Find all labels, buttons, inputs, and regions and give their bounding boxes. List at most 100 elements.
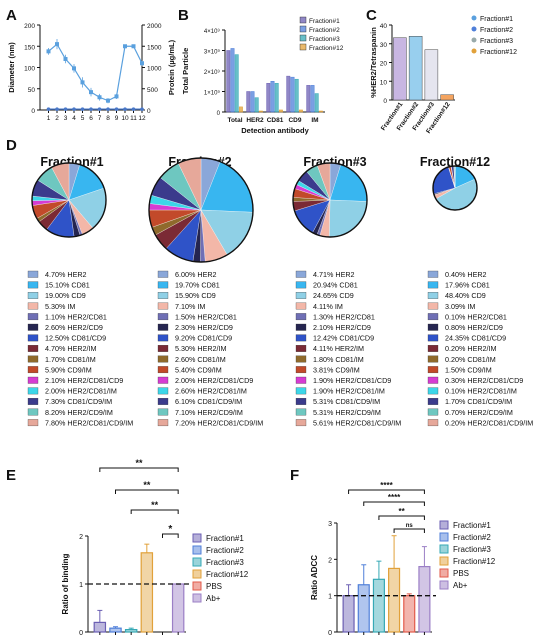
d-legend-swatch [27, 366, 39, 374]
d-legend-swatch [295, 323, 307, 331]
a-x-tick-label: 12 [138, 115, 146, 122]
f-legend-swatch [439, 544, 449, 554]
d-legend-label: 5.90% CD9/IM [45, 365, 92, 374]
chart-c: 0 10 20 30 40%HER2/Tetraspanin Fraction#1 Frac… [369, 15, 517, 135]
a-x-tick-label: 6 [89, 115, 93, 122]
d-legend-swatch [427, 398, 439, 405]
f-y-tick-label: 1 [328, 594, 332, 601]
d-legend-label: 5.40% CD9/IM [175, 365, 222, 374]
d-legend-swatch [295, 387, 307, 395]
a-y-tick-label: 150 [24, 44, 35, 51]
d-legend-swatch [27, 419, 39, 427]
b-legend-swatch [299, 43, 307, 51]
d-legend-swatch [427, 292, 439, 299]
f-significance-label: ns [406, 523, 414, 529]
d-legend-swatch [427, 323, 439, 331]
d-legend-swatch [27, 292, 39, 299]
d-legend-swatch [157, 387, 169, 395]
d-legend-label: 6.00% HER2 [175, 270, 217, 279]
b-bar [298, 109, 303, 113]
d-legend-swatch [27, 334, 39, 342]
c-y-tick-label: 30 [380, 42, 388, 49]
f-y-tick-label: 2 [328, 557, 332, 564]
d-legend-label: 2.30% HER2/CD9 [175, 323, 233, 332]
f-legend-swatch [439, 520, 449, 530]
d-legend-swatch [427, 419, 439, 427]
d-legend-label: 4.11% IM [313, 302, 343, 311]
d-pie-outline [292, 162, 368, 238]
e-bar [124, 628, 138, 633]
a-y-tick-label: 200 [24, 23, 35, 30]
a-y-tick-label: 100 [24, 66, 35, 73]
e-legend-swatch [192, 545, 202, 555]
a-data-point [55, 107, 59, 111]
e-bar [109, 627, 122, 633]
d-legend-label: 0.40% HER2 [445, 270, 487, 279]
d-legend-swatch [295, 345, 307, 352]
a-data-point [97, 107, 102, 111]
b-x-tick-label: Total [227, 117, 242, 124]
f-legend-label: PBS [453, 569, 469, 578]
a-data-point [97, 95, 102, 100]
d-legend-label: 1.10% HER2/CD81 [45, 312, 107, 321]
d-legend-label: 1.50% HER2/CD81 [175, 312, 237, 321]
a-data-point [131, 107, 136, 111]
d-legend-swatch [27, 313, 39, 321]
e-significance-label: ** [143, 480, 151, 490]
b-x-tick-label: HER2 [246, 117, 264, 124]
b-bar [286, 75, 291, 113]
c-bar [408, 36, 423, 101]
c-legend-label: Fraction#12 [480, 49, 517, 56]
d-legend-label: 19.00% CD9 [45, 291, 86, 300]
b-bar [278, 109, 283, 113]
e-legend-label: Fraction#2 [206, 546, 244, 555]
d-legend-label: 7.20% HER2/CD81/CD9/IM [175, 418, 263, 427]
d-legend-swatch [295, 281, 307, 289]
d-legend-swatch [427, 270, 439, 278]
b-y-tick-label: 3×10⁹ [204, 49, 221, 56]
panel-label-c: C [366, 7, 377, 24]
a-x-tick-label: 4 [72, 115, 76, 122]
d-pie-title: Fraction#12 [420, 155, 490, 169]
d-legend-swatch [427, 313, 439, 321]
e-y-tick-label: 0 [79, 630, 83, 637]
d-legend-swatch [27, 323, 39, 331]
a-y2-tick-label: 1500 [147, 44, 162, 51]
a-x-tick-label: 2 [55, 115, 59, 122]
a-x-tick-label: 11 [130, 115, 137, 122]
d-legend-label: 2.60% HER2/CD9 [45, 323, 103, 332]
a-data-point [89, 90, 93, 95]
f-legend-label: Fraction#2 [453, 533, 491, 542]
c-y-tick-label: 40 [380, 23, 388, 30]
e-legend-label: Ab+ [206, 594, 221, 603]
b-bar [270, 81, 275, 113]
a-data-point [55, 42, 59, 47]
b-x-tick-label: CD81 [267, 117, 284, 124]
d-legend-label: 1.30% HER2/CD81 [313, 312, 375, 321]
e-bar [93, 621, 107, 633]
b-legend-label: Fraction#2 [309, 27, 340, 34]
a-data-point [46, 107, 51, 111]
d-legend-label: 5.30% IM [45, 302, 75, 311]
e-significance-bracket [99, 467, 179, 472]
d-legend-label: 0.20% CD81/IM [445, 355, 496, 364]
e-y-tick-label: 1 [79, 582, 83, 589]
d-legend-swatch [27, 355, 39, 363]
b-legend-label: Fraction#3 [309, 36, 340, 43]
e-legend-label: PBS [206, 582, 222, 591]
d-legend-label: 2.10% HER2/CD81/CD9 [45, 376, 123, 385]
a-data-point [46, 49, 51, 54]
d-legend-label: 4.11% HER2/IM [313, 344, 364, 353]
f-bar [418, 565, 431, 633]
d-legend-swatch [427, 376, 439, 384]
panel-label-a: A [6, 7, 17, 24]
f-significance-label: ** [399, 507, 406, 516]
f-y-tick-label: 0 [328, 630, 332, 637]
d-legend-label: 24.65% CD9 [313, 291, 354, 300]
b-bar [310, 85, 315, 113]
f-legend-label: Fraction#1 [453, 521, 491, 530]
c-bar [440, 94, 454, 101]
d-legend-swatch [295, 302, 307, 310]
